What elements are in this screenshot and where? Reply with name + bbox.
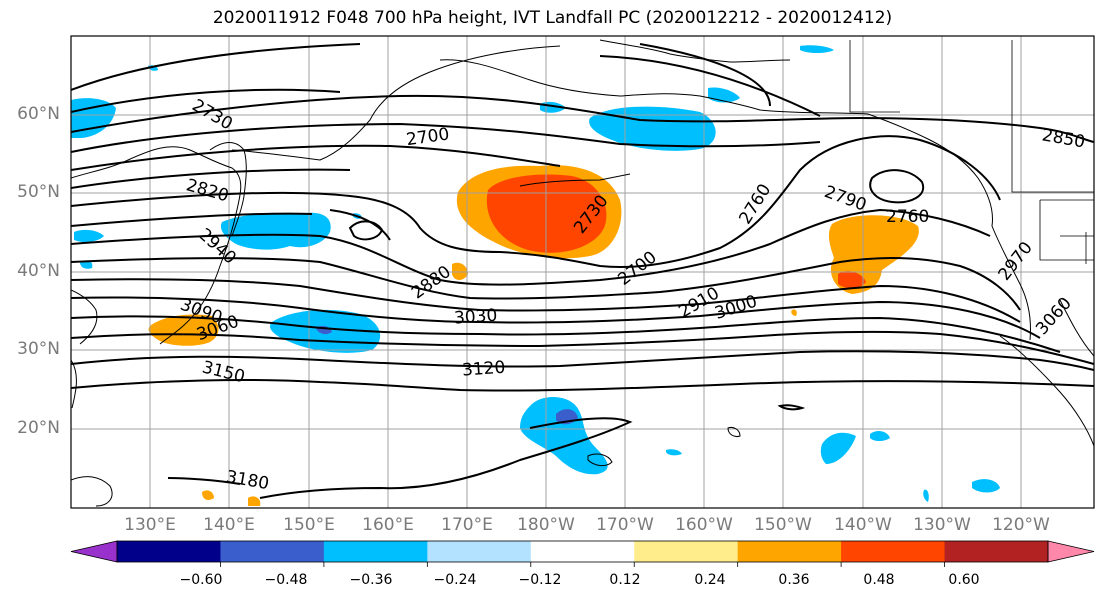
contour-label: 2760 — [886, 207, 929, 227]
colorbar-tick: −0.24 — [433, 572, 477, 588]
boundaries — [849, 40, 1094, 264]
lon-label: 170°W — [596, 515, 654, 535]
colorbar-tick: 0.60 — [948, 572, 980, 588]
lat-label: 60°N — [17, 104, 60, 124]
map-title: 2020011912 F048 700 hPa height, IVT Land… — [212, 8, 893, 28]
colorbar-tick: 0.12 — [609, 572, 641, 588]
plot-frame — [70, 35, 1095, 509]
colorbar-tick: 0.24 — [694, 572, 726, 588]
colorbar-tick: −0.36 — [349, 572, 393, 588]
lon-label: 180°W — [517, 515, 575, 535]
lon-label: 150°E — [283, 515, 335, 535]
lon-label: 160°E — [362, 515, 414, 535]
lat-label: 20°N — [17, 418, 60, 438]
lon-label: 140°W — [834, 515, 892, 535]
colorbar-tick: −0.12 — [518, 572, 562, 588]
height-contours — [71, 43, 1094, 499]
lat-label: 30°N — [17, 339, 60, 359]
colorbar-tick: −0.60 — [179, 572, 223, 588]
contour-label: 3120 — [461, 358, 506, 381]
lon-label: 150°W — [754, 515, 812, 535]
lon-label: 170°E — [441, 515, 493, 535]
colorbar-tick: 0.48 — [863, 572, 895, 588]
lat-label: 40°N — [17, 261, 60, 281]
lon-label: 160°W — [675, 515, 733, 535]
positive-anomaly-shading — [148, 165, 919, 506]
contour-label: 3030 — [453, 306, 498, 329]
lat-label: 50°N — [17, 182, 60, 202]
lon-label: 130°W — [913, 515, 971, 535]
lon-label: 140°E — [203, 515, 255, 535]
colorbar-tick: 0.36 — [778, 572, 810, 588]
colorbar-tick: −0.48 — [264, 572, 308, 588]
lon-label: 130°E — [124, 515, 176, 535]
lon-label: 120°W — [992, 515, 1050, 535]
